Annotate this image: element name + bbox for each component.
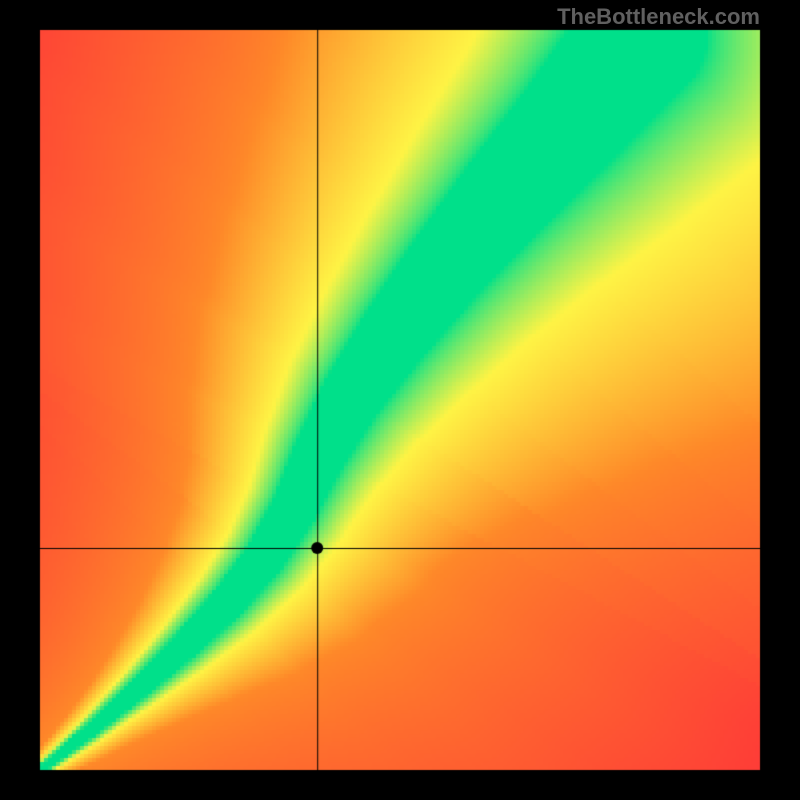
heatmap-canvas: [0, 0, 800, 800]
watermark-text: TheBottleneck.com: [557, 4, 760, 30]
chart-container: TheBottleneck.com: [0, 0, 800, 800]
